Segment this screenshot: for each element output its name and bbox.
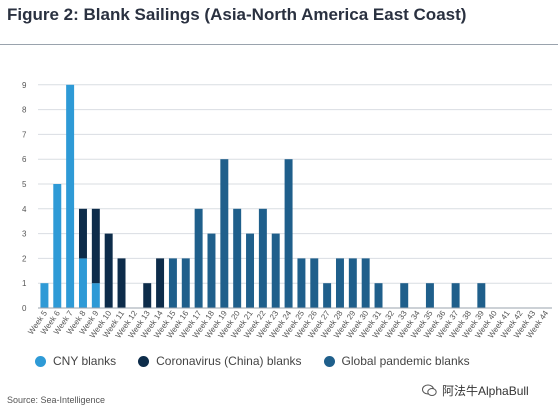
bar-segment [91,208,100,284]
bar-segment [53,184,62,308]
bar-segment [207,233,216,308]
bar-segment [78,208,87,259]
bar-segment [310,258,319,308]
bar-segment [104,233,113,308]
bar-segment [284,159,293,308]
bar-segment [40,283,49,308]
bar-segment [91,283,100,308]
bars [40,84,486,308]
bar-segment [425,283,434,308]
y-axis-tick-labels: 0 1 2 3 4 5 6 7 8 9 [22,81,27,313]
bar-segment [271,233,280,308]
bar-segment [297,258,306,308]
title-divider [0,44,558,45]
bar-segment [66,84,75,308]
cny-marker-icon [35,355,46,367]
legend-label-coronavirus: Coronavirus (China) blanks [156,354,302,368]
y-tick-label: 6 [22,155,27,164]
legend-label-global: Global pandemic blanks [341,354,470,368]
bar-segment [233,208,242,308]
global-marker-icon [323,355,335,367]
bar-segment [168,258,177,308]
bar-segment [348,258,357,308]
bar-segment [323,283,332,308]
bar-segment [156,258,165,308]
bar-segment [220,159,229,308]
bar-segment [361,258,370,308]
legend-item-cny: CNY blanks [35,354,116,368]
bar-segment [78,258,87,308]
gridlines [38,84,552,284]
bar-segment [117,258,126,308]
bar-segment [374,283,383,308]
wechat-logo-icon [422,384,437,396]
y-tick-label: 3 [22,230,27,239]
y-tick-label: 1 [22,279,27,288]
bar-segment [477,283,486,308]
y-tick-label: 7 [22,130,27,139]
bar-segment [181,258,190,308]
legend-item-coronavirus: Coronavirus (China) blanks [138,354,302,368]
y-tick-label: 5 [22,180,27,189]
chart-legend: CNY blanks Coronavirus (China) blanks Gl… [35,354,470,368]
source-note: Source: Sea-Intelligence [7,395,106,405]
chart-title: Figure 2: Blank Sailings (Asia-North Ame… [7,5,467,24]
legend-item-global: Global pandemic blanks [323,354,470,368]
bar-segment [246,233,255,308]
y-tick-label: 2 [22,254,27,263]
y-tick-label: 8 [22,106,27,115]
legend-label-cny: CNY blanks [53,354,117,368]
bar-segment [258,208,267,308]
y-tick-label: 9 [22,81,27,90]
watermark: 阿法牛AlphaBull [422,382,529,399]
bar-segment [335,258,344,308]
coronavirus-marker-icon [138,355,150,367]
bar-segment [451,283,460,308]
watermark-text: 阿法牛AlphaBull [442,384,529,398]
bar-segment [400,283,409,308]
bar-segment [194,208,203,308]
y-tick-label: 4 [22,205,27,214]
y-tick-label: 0 [22,304,27,313]
bar-segment [143,283,152,308]
